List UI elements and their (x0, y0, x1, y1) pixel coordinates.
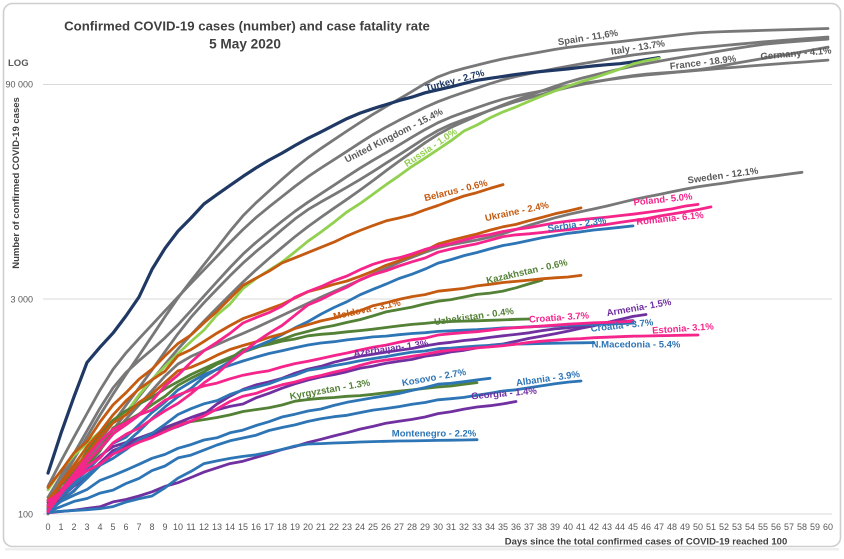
svg-text:49: 49 (680, 522, 690, 532)
svg-text:13: 13 (212, 522, 222, 532)
svg-text:17: 17 (264, 522, 274, 532)
svg-text:8: 8 (149, 522, 154, 532)
svg-text:3: 3 (84, 522, 89, 532)
svg-text:16: 16 (251, 522, 261, 532)
svg-text:7: 7 (136, 522, 141, 532)
svg-text:22: 22 (329, 522, 339, 532)
svg-text:15: 15 (238, 522, 248, 532)
svg-text:LOG: LOG (8, 58, 29, 69)
svg-text:39: 39 (550, 522, 560, 532)
svg-text:44: 44 (615, 522, 625, 532)
svg-text:Estonia- 3.1%: Estonia- 3.1% (652, 321, 715, 336)
svg-text:12: 12 (199, 522, 209, 532)
svg-text:43: 43 (602, 522, 612, 532)
svg-text:60: 60 (823, 522, 833, 532)
svg-text:N.Macedonia - 5.4%: N.Macedonia - 5.4% (592, 340, 681, 351)
svg-text:55: 55 (758, 522, 768, 532)
svg-text:38: 38 (537, 522, 547, 532)
svg-text:20: 20 (303, 522, 313, 532)
svg-text:Montenegro - 2.2%: Montenegro - 2.2% (392, 429, 477, 440)
svg-text:41: 41 (576, 522, 586, 532)
svg-text:11: 11 (186, 522, 195, 532)
svg-text:10: 10 (173, 522, 183, 532)
svg-text:Number of confirmed COVID-19 c: Number of confirmed COVID-19 cases (11, 97, 22, 269)
svg-text:1: 1 (58, 522, 63, 532)
svg-text:18: 18 (277, 522, 287, 532)
svg-text:29: 29 (420, 522, 430, 532)
svg-text:31: 31 (446, 522, 456, 532)
svg-text:3 000: 3 000 (10, 295, 33, 305)
svg-text:6: 6 (123, 522, 128, 532)
svg-text:45: 45 (628, 522, 638, 532)
svg-text:37: 37 (524, 522, 534, 532)
svg-text:0: 0 (45, 522, 50, 532)
svg-text:51: 51 (706, 522, 716, 532)
svg-text:42: 42 (589, 522, 599, 532)
svg-text:24: 24 (355, 522, 365, 532)
svg-text:2: 2 (71, 522, 76, 532)
svg-text:5 May 2020: 5 May 2020 (209, 37, 281, 52)
svg-text:26: 26 (381, 522, 391, 532)
svg-text:50: 50 (693, 522, 703, 532)
svg-text:46: 46 (641, 522, 651, 532)
svg-text:21: 21 (316, 522, 326, 532)
svg-text:14: 14 (225, 522, 235, 532)
svg-text:Croatia- 3.7%: Croatia- 3.7% (529, 310, 590, 325)
svg-text:32: 32 (459, 522, 469, 532)
svg-text:27: 27 (394, 522, 404, 532)
svg-text:36: 36 (511, 522, 521, 532)
svg-text:58: 58 (797, 522, 807, 532)
svg-text:57: 57 (784, 522, 794, 532)
svg-text:54: 54 (745, 522, 755, 532)
svg-text:34: 34 (485, 522, 495, 532)
svg-text:59: 59 (810, 522, 820, 532)
svg-text:28: 28 (407, 522, 417, 532)
svg-text:90 000: 90 000 (5, 80, 33, 90)
svg-text:33: 33 (472, 522, 482, 532)
svg-text:100: 100 (18, 510, 33, 520)
svg-text:52: 52 (719, 522, 729, 532)
svg-text:9: 9 (162, 522, 167, 532)
svg-text:48: 48 (667, 522, 677, 532)
svg-text:53: 53 (732, 522, 742, 532)
svg-text:4: 4 (97, 522, 102, 532)
svg-text:19: 19 (290, 522, 300, 532)
svg-text:Confirmed COVID-19 cases (numb: Confirmed COVID-19 cases (number) and ca… (64, 19, 430, 34)
svg-text:30: 30 (433, 522, 443, 532)
svg-text:23: 23 (342, 522, 352, 532)
svg-text:Days since the total confirmed: Days since the total confirmed cases of … (505, 537, 787, 548)
svg-text:35: 35 (498, 522, 508, 532)
svg-text:40: 40 (563, 522, 573, 532)
svg-text:47: 47 (654, 522, 664, 532)
svg-text:56: 56 (771, 522, 781, 532)
svg-text:25: 25 (368, 522, 378, 532)
svg-text:5: 5 (110, 522, 115, 532)
